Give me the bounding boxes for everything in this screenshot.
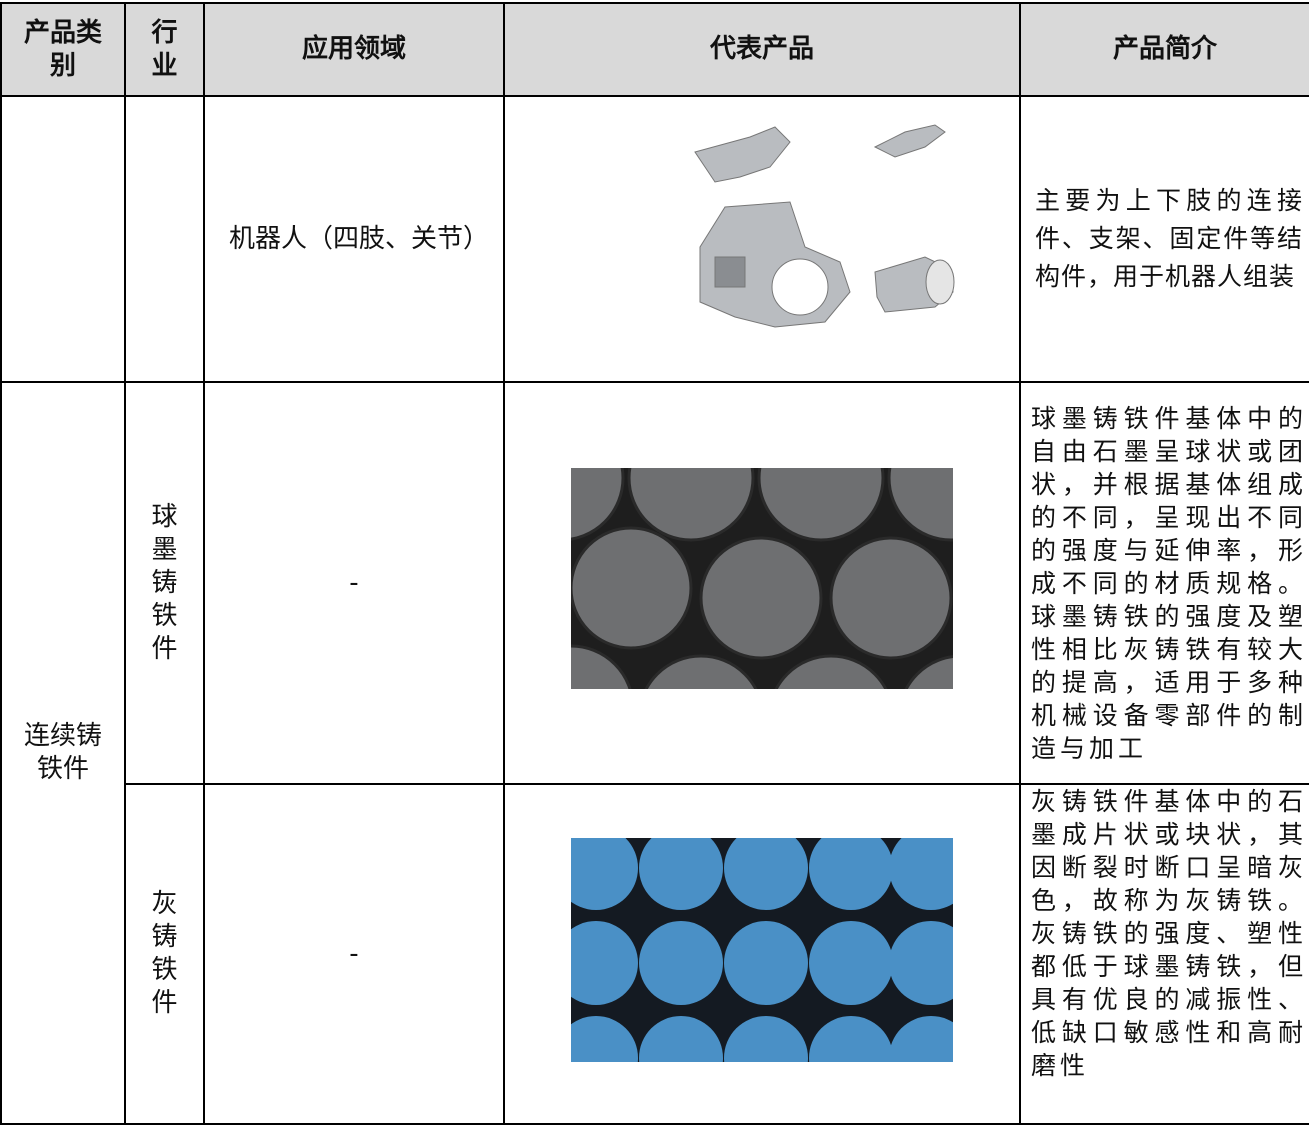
cell: 球墨铸铁件 xyxy=(124,381,205,785)
gray-iron-image xyxy=(554,825,973,1100)
application: 机器人（四肢、关节） xyxy=(229,223,490,254)
header-cell: 行业 xyxy=(124,2,205,97)
cell: 机器人（四肢、关节） xyxy=(203,95,505,383)
cell xyxy=(0,95,126,383)
header-row: 产品类别 行业 应用领域 代表产品 产品简介 xyxy=(0,2,1309,97)
header-text: 行业 xyxy=(151,17,178,81)
header-cell: 产品简介 xyxy=(1019,2,1309,97)
row: 连续铸铁件 球墨铸铁件 - 球墨铸铁件基体中的自由石墨呈球状或团状，并根据基体组… xyxy=(0,381,1309,1125)
row: 灰铸铁件 - 灰铸铁件基体中的石墨成片状或块状，其因断裂时断口呈暗灰色，故称为灰… xyxy=(1,783,1309,1125)
header-cell: 应用领域 xyxy=(203,2,505,97)
row: 机器人（四肢、关节） 主要为上下肢的连接件、支架、固定件等结构件，用于机器人组装 xyxy=(0,95,1309,383)
header-cell: 代表产品 xyxy=(503,2,1021,97)
industry: 灰铸铁件 xyxy=(151,889,178,1018)
industry: 球墨铸铁件 xyxy=(151,501,178,664)
ductile-iron-image xyxy=(497,414,1025,782)
description: 灰铸铁件基体中的石墨成片状或块状，其因断裂时断口呈暗灰色，故称为灰铸铁。灰铸铁的… xyxy=(1019,783,1309,1125)
cell: - xyxy=(203,783,505,1125)
robot-parts-image xyxy=(694,124,955,328)
cell: - xyxy=(203,381,505,785)
description: 球墨铸铁件基体中的自由石墨呈球状或团状，并根据基体组成的不同，呈现出不同的强度与… xyxy=(1019,381,1309,785)
cell: 灰铸铁件 xyxy=(124,783,205,1125)
cell xyxy=(124,95,205,383)
cell: 连续铸铁件 xyxy=(0,381,126,1125)
description: 主要为上下肢的连接件、支架、固定件等结构件，用于机器人组装 xyxy=(1019,95,1309,383)
cell xyxy=(503,783,1021,1125)
cell xyxy=(503,95,1021,383)
cell xyxy=(497,381,1025,785)
header-text: 产品类别 xyxy=(23,17,102,81)
category: 连续铸铁件 xyxy=(23,721,102,784)
header-cell: 产品类别 xyxy=(0,2,126,97)
